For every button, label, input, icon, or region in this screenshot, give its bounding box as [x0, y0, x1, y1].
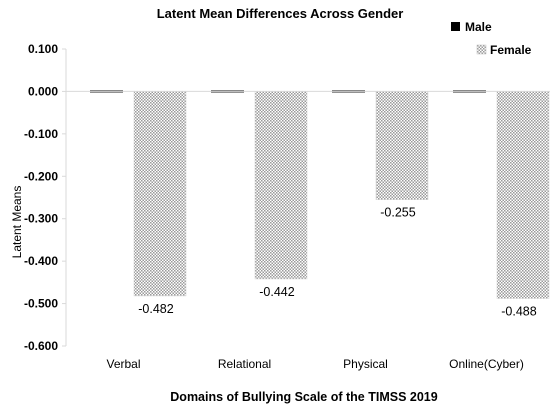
y-tick-label: -0.600: [24, 339, 58, 353]
category-label: Physical: [343, 357, 388, 371]
y-tick-label: -0.200: [24, 169, 58, 183]
x-axis-label: Domains of Bullying Scale of the TIMSS 2…: [170, 390, 437, 404]
legend-swatch-male: [451, 22, 460, 31]
y-tick-label: -0.500: [24, 297, 58, 311]
data-label-female: -0.488: [501, 304, 536, 318]
y-axis-ticks: 0.100 0.000 -0.100 -0.200 -0.300 -0.400 -0.500…: [24, 42, 66, 353]
data-label-female: -0.482: [138, 302, 173, 316]
chart-title: Latent Mean Differences Across Gender: [157, 6, 404, 21]
bar-female-online-cyber-: [496, 91, 550, 299]
bar-female-verbal: [133, 91, 187, 297]
bar-female-relational: [254, 91, 308, 280]
category-label: Verbal: [106, 357, 140, 371]
legend-label-female: Female: [490, 43, 532, 57]
data-label-female: -0.255: [380, 206, 415, 220]
y-tick-label: 0.100: [28, 42, 58, 56]
bar-female-physical: [375, 91, 429, 200]
legend-label-male: Male: [465, 20, 492, 34]
category-label: Relational: [218, 357, 271, 371]
bars: [90, 90, 550, 299]
y-tick-label: 0.000: [28, 84, 58, 98]
legend-swatch-female: [476, 44, 487, 55]
y-axis-label: Latent Means: [10, 186, 24, 259]
data-label-female: -0.442: [259, 285, 294, 299]
y-tick-label: -0.400: [24, 254, 58, 268]
y-tick-label: -0.100: [24, 127, 58, 141]
category-label: Online(Cyber): [449, 357, 524, 371]
y-tick-label: -0.300: [24, 212, 58, 226]
category-labels: Verbal Relational Physical Online(Cyber): [106, 357, 523, 371]
legend: Male Female: [451, 20, 532, 57]
data-labels: -0.482 -0.442 -0.255 -0.488: [138, 206, 536, 319]
